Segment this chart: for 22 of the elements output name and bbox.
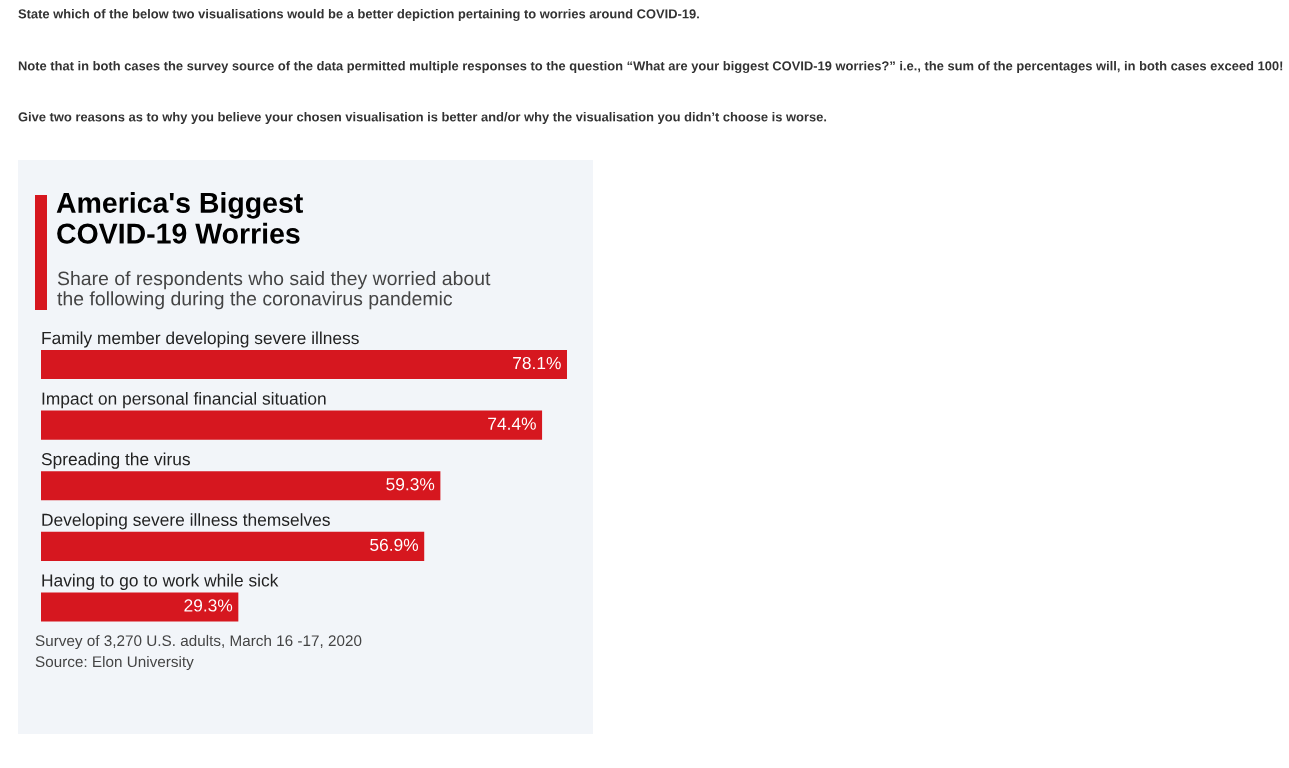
y-tick-label: Impact on personal financial situation xyxy=(42,392,326,409)
bar xyxy=(41,471,441,501)
bar xyxy=(41,350,567,380)
data-label: 56.9% xyxy=(370,538,419,552)
bar xyxy=(41,592,239,622)
y-tick-label: Having to go to work while sick xyxy=(42,573,279,590)
chart-subtitle: Share of respondents who said they worried about the following during the coronavirus pandemic xyxy=(57,271,491,310)
data-label: 59.3% xyxy=(386,478,435,491)
data-label: 29.3% xyxy=(184,599,233,612)
bar xyxy=(41,410,543,440)
y-tick-label: Developing severe illness themselves xyxy=(42,513,330,530)
data-label: 74.4% xyxy=(488,417,536,430)
text: Give two reasons as to why you believe your chosen visualisation is better and/or why the visualisation you didn’t choose is worse. xyxy=(18,111,827,125)
text: Survey of 3,270 U.S. adults, March 16 -17, 2020 xyxy=(35,634,362,650)
y-tick-label: Spreading the virus xyxy=(41,452,190,469)
text: State which of the below two visualisations would be a better depiction pertaining to worries around COVID-19. xyxy=(18,8,699,22)
chart-title: America's Biggest COVID-19 Worries xyxy=(56,192,303,244)
text: Note that in both cases the survey source of the data permitted multiple responses to the question “What are your biggest COVID-19 worries?” i.e., the sum of the percentages will, in both cases exceed 100! xyxy=(18,60,1283,74)
data-label: 78.1% xyxy=(513,356,561,370)
source-note: Source: Elon University xyxy=(35,655,194,671)
bar xyxy=(41,531,425,561)
y-tick-label: Family member developing severe illness xyxy=(42,331,359,348)
